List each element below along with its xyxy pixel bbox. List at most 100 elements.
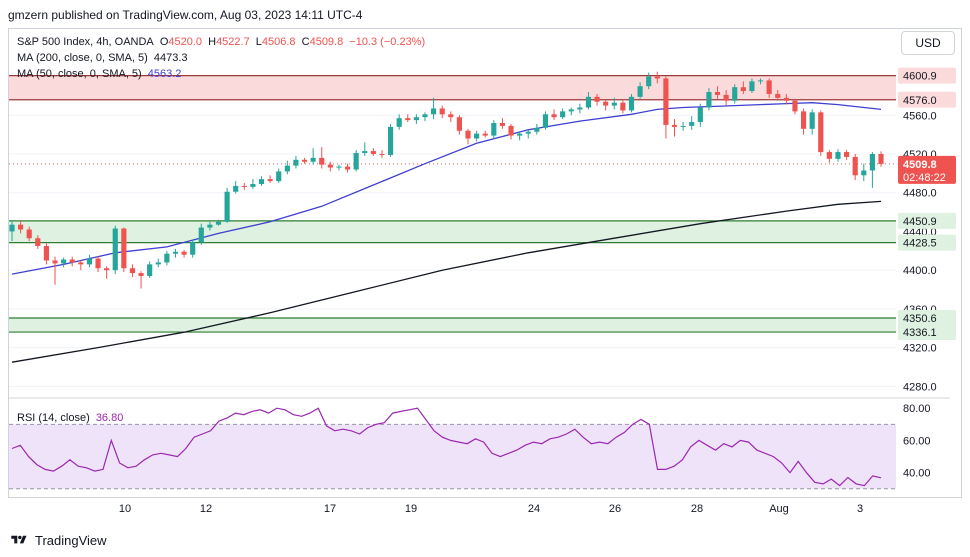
candle-down: [405, 118, 411, 121]
candle-down: [241, 185, 247, 187]
candle-up: [413, 117, 419, 121]
legend-change: −10.3 (−0.23%): [349, 36, 426, 48]
legend-low-value: 4506.8: [261, 36, 296, 48]
legend-high: H4522.7: [208, 36, 250, 48]
legend-ma50-label[interactable]: MA (50, close, 0, SMA, 5): [17, 68, 142, 80]
support-zone: [9, 318, 896, 333]
x-axis-tick-label: 19: [405, 503, 417, 515]
chart-frame: [8, 28, 962, 498]
legend-ma200: MA (200, close, 0, SMA, 5) 4473.3: [17, 52, 191, 64]
candle-down: [671, 124, 678, 127]
legend-symbol[interactable]: S&P 500 Index, 4h, OANDA: [17, 36, 154, 48]
legend-ohlc: S&P 500 Index, 4h, OANDA O4520.0 H4522.7…: [17, 36, 428, 48]
candle-up: [215, 221, 222, 225]
candle-down: [826, 152, 832, 159]
resistance-zone: [9, 75, 896, 100]
candle-down: [448, 114, 454, 118]
candle-up: [310, 157, 316, 162]
candle-up: [207, 224, 213, 228]
top-bar: gmzern published on TradingView.com, Aug…: [0, 0, 970, 28]
support-zone: [9, 220, 896, 243]
legend-close-label: C: [301, 36, 310, 48]
candle-up: [250, 184, 256, 187]
candle-up: [689, 122, 695, 126]
candle-up: [646, 76, 652, 87]
candle-up: [835, 152, 841, 159]
candle-down: [878, 153, 884, 164]
x-axis-tick-label: 26: [609, 503, 621, 515]
legend-ma200-label[interactable]: MA (200, close, 0, SMA, 5): [17, 52, 148, 64]
price-label-badge: [898, 91, 956, 108]
footer: TradingView: [8, 530, 107, 550]
candle-down: [499, 123, 506, 126]
price-label-text: 4509.8: [903, 159, 937, 171]
legend-rsi-label[interactable]: RSI (14, close): [17, 412, 90, 424]
candle-up: [147, 264, 153, 276]
candle-down: [138, 273, 144, 276]
price-label-text: 4336.1: [903, 327, 937, 339]
candle-up: [560, 111, 566, 118]
candle-up: [491, 123, 497, 136]
candle-down: [319, 157, 325, 165]
candle-down: [654, 76, 660, 79]
legend-open-label: O: [159, 36, 169, 48]
legend-ma50-value: 4563.2: [147, 68, 182, 80]
candle-down: [783, 97, 789, 101]
candle-down: [792, 100, 798, 112]
candle-down: [301, 159, 308, 162]
candle-up: [387, 126, 394, 155]
legend-high-value: 4522.7: [216, 36, 250, 48]
candle-down: [43, 245, 49, 261]
ma50-line: [11, 102, 882, 275]
candle-up: [577, 107, 583, 110]
candle-up: [568, 109, 574, 112]
candle-down: [740, 87, 746, 92]
rsi-axis-tick-label: 80.00: [903, 403, 931, 415]
candle-up: [198, 227, 204, 243]
ma200-line: [11, 200, 882, 363]
candle-down: [181, 251, 187, 255]
candle-up: [112, 228, 118, 271]
candle-down: [482, 133, 488, 136]
price-label-badge: [898, 67, 956, 84]
candle-up: [749, 81, 755, 92]
currency-button[interactable]: USD: [901, 31, 955, 55]
rsi-axis-tick-label: 40.00: [903, 468, 931, 480]
candle-down: [26, 229, 32, 239]
candle-down: [121, 228, 127, 269]
candle-up: [697, 107, 703, 123]
price-label-badge: [898, 310, 956, 327]
candle-up: [233, 185, 239, 192]
candle-up: [336, 166, 342, 168]
legend-low: L4506.8: [256, 36, 296, 48]
candle-down: [594, 96, 600, 102]
x-axis-tick-label: 24: [528, 503, 540, 515]
candle-up: [276, 171, 282, 182]
candle-down: [327, 164, 333, 168]
publisher-info: gmzern published on TradingView.com, Aug…: [8, 8, 363, 22]
candle-down: [723, 94, 729, 101]
candle-up: [422, 114, 428, 118]
candle-down: [69, 259, 75, 263]
candle-down: [714, 92, 721, 95]
candle-up: [61, 259, 67, 264]
price-label-text: 4428.5: [903, 238, 937, 250]
candle-down: [439, 108, 445, 115]
candle-up: [861, 170, 867, 176]
candle-down: [267, 179, 273, 182]
candle-down: [551, 114, 557, 118]
candle-up: [190, 242, 196, 255]
legend-rsi: RSI (14, close) 36.80: [17, 412, 126, 424]
tradingview-logo-icon: [11, 535, 27, 544]
candle-up: [224, 191, 230, 222]
footer-brand: TradingView: [35, 532, 107, 548]
candle-up: [258, 179, 265, 185]
legend-open: O4520.0: [160, 36, 202, 48]
candle-down: [344, 166, 351, 170]
candle-down: [818, 112, 824, 153]
price-label-text: 4350.6: [903, 313, 937, 325]
candle-up: [353, 153, 359, 170]
rsi-axis-tick-label: 60.00: [903, 435, 931, 447]
candle-up: [525, 131, 531, 134]
